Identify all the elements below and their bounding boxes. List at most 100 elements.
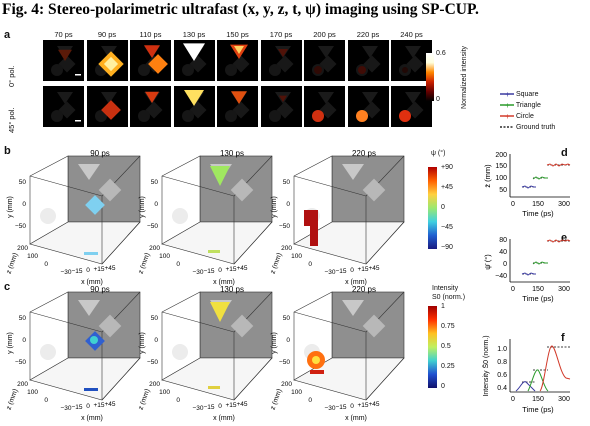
x-tick: 0 bbox=[86, 267, 90, 274]
e-ylabel: ψ̄ (°) bbox=[483, 254, 492, 270]
y-tick: −50 bbox=[15, 223, 26, 230]
panel-a-cbar-min: 0 bbox=[436, 96, 440, 103]
frame-45deg-2 bbox=[130, 86, 171, 127]
d-ytick-1: 150 bbox=[495, 163, 507, 170]
x-tick: −30 bbox=[324, 405, 335, 412]
y-axis-label: y (mm) bbox=[271, 332, 278, 354]
panel-a-time-3: 130 ps bbox=[182, 30, 206, 39]
panel-b-cbar-label: ψ (°) bbox=[431, 150, 446, 157]
y-tick: −50 bbox=[279, 359, 290, 366]
d-ytick-3: 50 bbox=[499, 187, 507, 194]
panel-e-label: e bbox=[561, 232, 568, 244]
x-axis-label: x (mm) bbox=[345, 415, 367, 422]
d-ylabel: z̄ (mm) bbox=[483, 164, 492, 188]
x-tick: +45 bbox=[104, 401, 115, 408]
frame-0deg-1 bbox=[86, 40, 128, 81]
y-axis-label: y (mm) bbox=[271, 196, 278, 218]
frame-0deg-8 bbox=[391, 40, 432, 81]
x-tick: 0 bbox=[86, 403, 90, 410]
panel-c-tick-1: 0.75 bbox=[441, 323, 455, 330]
e-xtick-2: 300 bbox=[558, 286, 570, 293]
side-plots: 200 150 100 50 0 150 300 Time (ps) z̄ (m… bbox=[482, 152, 571, 414]
legend-triangle: + Triangle bbox=[500, 101, 541, 110]
panel-a-time-8: 240 ps bbox=[400, 30, 423, 39]
cube-time-1: 130 ps bbox=[220, 149, 244, 158]
f-ytick-0: 1.0 bbox=[497, 346, 507, 353]
y-tick: −50 bbox=[279, 223, 290, 230]
panel-c-colorbar bbox=[428, 306, 437, 388]
panel-c-tick-0: 1 bbox=[441, 303, 445, 310]
x-tick: +45 bbox=[368, 265, 379, 272]
svg-text:+: + bbox=[505, 90, 510, 98]
panel-b-label: b bbox=[4, 145, 11, 157]
x-axis-label: x (mm) bbox=[345, 279, 367, 286]
legend-ground-truth: Ground truth bbox=[500, 123, 556, 131]
x-tick: −30 bbox=[60, 405, 71, 412]
y-tick: −50 bbox=[147, 223, 158, 230]
frame-45deg-4 bbox=[217, 86, 258, 127]
f-ytick-2: 0.6 bbox=[497, 372, 507, 379]
x-tick: +15 bbox=[225, 266, 236, 273]
x-tick: +45 bbox=[236, 265, 247, 272]
z-tick: 200 bbox=[281, 381, 292, 388]
frame-0deg-7 bbox=[347, 40, 389, 81]
x-tick: 0 bbox=[218, 403, 222, 410]
cube-time-1: 130 ps bbox=[220, 285, 244, 294]
y-tick: 0 bbox=[286, 337, 290, 344]
f-xtick-1: 150 bbox=[532, 396, 544, 403]
panel-b-tick-3: −45 bbox=[441, 224, 453, 231]
y-tick: 50 bbox=[151, 315, 159, 322]
panel-a-colorbar bbox=[426, 53, 434, 101]
x-axis-label: x (mm) bbox=[213, 415, 235, 422]
f-ytick-3: 0.4 bbox=[497, 385, 507, 392]
z-axis-label: z (mm) bbox=[6, 388, 20, 411]
frame-45deg-1 bbox=[86, 86, 128, 127]
panel-a-cbar-label: Normalized intensity bbox=[461, 45, 468, 109]
panel-b-colorbar bbox=[428, 167, 437, 249]
frame-0deg-3 bbox=[173, 40, 215, 81]
x-axis-label: x (mm) bbox=[81, 279, 103, 286]
z-axis-label: z (mm) bbox=[138, 388, 152, 411]
legend-circle: + Circle bbox=[500, 112, 534, 121]
panel-a-label: a bbox=[4, 29, 11, 41]
x-tick: 0 bbox=[350, 403, 354, 410]
panel-a-cbar-max: 0.6 bbox=[436, 50, 446, 57]
e-xtick-0: 0 bbox=[511, 286, 515, 293]
z-tick: 200 bbox=[149, 245, 160, 252]
panel-a-time-6: 200 ps bbox=[313, 30, 336, 39]
panel-f-label: f bbox=[561, 332, 565, 344]
d-xtick-1: 150 bbox=[532, 201, 544, 208]
y-axis-label: y (mm) bbox=[139, 196, 146, 218]
cube-time-0: 90 ps bbox=[90, 285, 110, 294]
x-tick: +45 bbox=[236, 401, 247, 408]
y-tick: 0 bbox=[286, 201, 290, 208]
z-tick: 200 bbox=[281, 245, 292, 252]
panel-f-plot: 1.0 0.8 0.6 0.4 0 150 300 Time (ps) Inte… bbox=[482, 335, 571, 414]
legend-square: + Square bbox=[500, 90, 539, 99]
x-tick: −15 bbox=[335, 268, 346, 275]
f-xlabel: Time (ps) bbox=[522, 405, 554, 414]
svg-text:+: + bbox=[505, 112, 510, 120]
f-xtick-0: 0 bbox=[511, 396, 515, 403]
e-ytick-3: −40 bbox=[495, 273, 507, 280]
panel-c-cbar-label2: S0 (norm.) bbox=[432, 294, 466, 301]
panel-b-tick-2: 0 bbox=[441, 204, 445, 211]
panel-b-tick-4: −90 bbox=[441, 244, 453, 251]
panel-c-cbar-label1: Intensity bbox=[432, 285, 459, 292]
z-axis-label: z (mm) bbox=[270, 252, 284, 275]
frame-0deg-0 bbox=[43, 40, 84, 81]
panel-a-time-0: 70 ps bbox=[54, 30, 73, 39]
cube-time-2: 220 ps bbox=[352, 285, 376, 294]
frame-0deg-4 bbox=[217, 40, 258, 81]
frame-45deg-0 bbox=[43, 86, 84, 127]
z-tick: 100 bbox=[27, 389, 38, 396]
x-axis-label: x (mm) bbox=[213, 279, 235, 286]
cube-time-2: 220 ps bbox=[352, 149, 376, 158]
svg-text:+: + bbox=[505, 101, 510, 109]
frame-45deg-8 bbox=[391, 86, 432, 127]
